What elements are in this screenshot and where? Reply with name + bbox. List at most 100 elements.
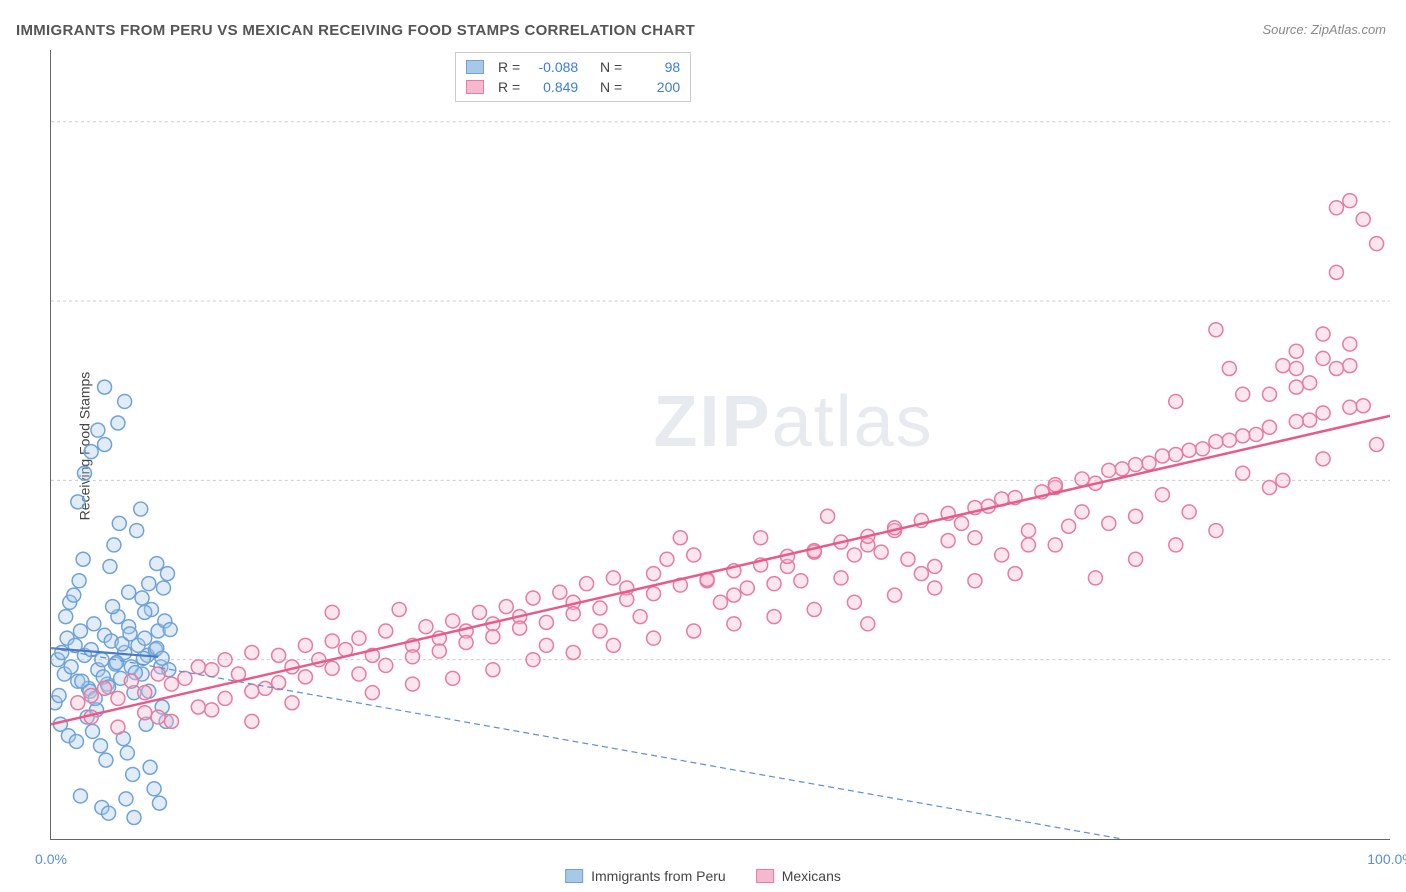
legend-swatch-mexicans: [756, 869, 774, 883]
scatter-point: [102, 806, 116, 820]
scatter-point: [1356, 212, 1370, 226]
scatter-point: [86, 724, 100, 738]
y-tick-label: 12.5%: [1395, 652, 1406, 668]
scatter-point: [218, 691, 232, 705]
scatter-point: [968, 531, 982, 545]
scatter-point: [72, 574, 86, 588]
scatter-point: [1102, 463, 1116, 477]
scatter-point: [1008, 567, 1022, 581]
scatter-point: [486, 663, 500, 677]
scatter-point: [928, 581, 942, 595]
scatter-point: [432, 644, 446, 658]
r-label: R =: [498, 59, 520, 75]
scatter-point: [98, 380, 112, 394]
scatter-point: [714, 595, 728, 609]
scatter-point: [1182, 505, 1196, 519]
scatter-point: [67, 588, 81, 602]
scatter-point: [1289, 415, 1303, 429]
legend-label-mexicans: Mexicans: [782, 868, 841, 884]
trend-line: [51, 648, 1122, 839]
scatter-point: [767, 610, 781, 624]
scatter-point: [834, 571, 848, 585]
scatter-point: [160, 567, 174, 581]
scatter-point: [150, 557, 164, 571]
scatter-point: [111, 416, 125, 430]
scatter-point: [1129, 552, 1143, 566]
x-tick-label: 100.0%: [1367, 851, 1406, 867]
swatch-mexicans: [466, 80, 484, 94]
scatter-point: [134, 502, 148, 516]
scatter-point: [526, 653, 540, 667]
scatter-point: [1289, 361, 1303, 375]
scatter-point: [191, 700, 205, 714]
scatter-point: [1222, 361, 1236, 375]
scatter-point: [888, 588, 902, 602]
scatter-point: [1088, 571, 1102, 585]
scatter-point: [126, 767, 140, 781]
n-label: N =: [592, 79, 622, 95]
scatter-point: [71, 696, 85, 710]
scatter-point: [77, 466, 91, 480]
scatter-point: [112, 516, 126, 530]
trend-line: [51, 416, 1390, 724]
n-value-peru: 98: [630, 59, 680, 75]
scatter-point: [660, 552, 674, 566]
scatter-point: [687, 548, 701, 562]
scatter-point: [1129, 458, 1143, 472]
scatter-point: [1222, 433, 1236, 447]
scatter-point: [1209, 435, 1223, 449]
scatter-point: [1142, 456, 1156, 470]
scatter-point: [1236, 387, 1250, 401]
scatter-point: [155, 651, 169, 665]
scatter-point: [1196, 442, 1210, 456]
legend-item-peru: Immigrants from Peru: [565, 868, 726, 884]
scatter-point: [941, 534, 955, 548]
scatter-point: [1062, 519, 1076, 533]
scatter-point: [606, 571, 620, 585]
scatter-point: [861, 617, 875, 631]
n-value-mexicans: 200: [630, 79, 680, 95]
scatter-point: [486, 630, 500, 644]
scatter-point: [1289, 380, 1303, 394]
scatter-point: [258, 681, 272, 695]
scatter-point: [995, 548, 1009, 562]
scatter-point: [446, 614, 460, 628]
scatter-point: [968, 574, 982, 588]
scatter-point: [84, 445, 98, 459]
scatter-point: [272, 648, 286, 662]
chart-container: IMMIGRANTS FROM PERU VS MEXICAN RECEIVIN…: [0, 0, 1406, 892]
scatter-point: [740, 581, 754, 595]
scatter-point: [1169, 538, 1183, 552]
scatter-point: [285, 696, 299, 710]
scatter-point: [647, 587, 661, 601]
scatter-point: [64, 660, 78, 674]
stats-row-peru: R = -0.088 N = 98: [466, 57, 680, 77]
r-value-peru: -0.088: [528, 59, 578, 75]
scatter-point: [566, 646, 580, 660]
y-tick-label: 25.0%: [1395, 473, 1406, 489]
scatter-point: [1048, 478, 1062, 492]
scatter-point: [76, 552, 90, 566]
scatter-point: [84, 689, 98, 703]
scatter-point: [325, 661, 339, 675]
scatter-point: [606, 638, 620, 652]
scatter-point: [1329, 361, 1343, 375]
scatter-point: [365, 686, 379, 700]
scatter-point: [1182, 443, 1196, 457]
scatter-point: [687, 624, 701, 638]
scatter-point: [135, 591, 149, 605]
scatter-point: [459, 635, 473, 649]
scatter-point: [143, 760, 157, 774]
scatter-point: [52, 689, 66, 703]
scatter-point: [513, 621, 527, 635]
scatter-point: [419, 620, 433, 634]
scatter-point: [298, 670, 312, 684]
scatter-point: [406, 650, 420, 664]
legend-swatch-peru: [565, 869, 583, 883]
scatter-point: [539, 638, 553, 652]
scatter-point: [1155, 449, 1169, 463]
scatter-point: [794, 574, 808, 588]
scatter-point: [526, 591, 540, 605]
scatter-point: [1316, 452, 1330, 466]
scatter-point: [245, 714, 259, 728]
